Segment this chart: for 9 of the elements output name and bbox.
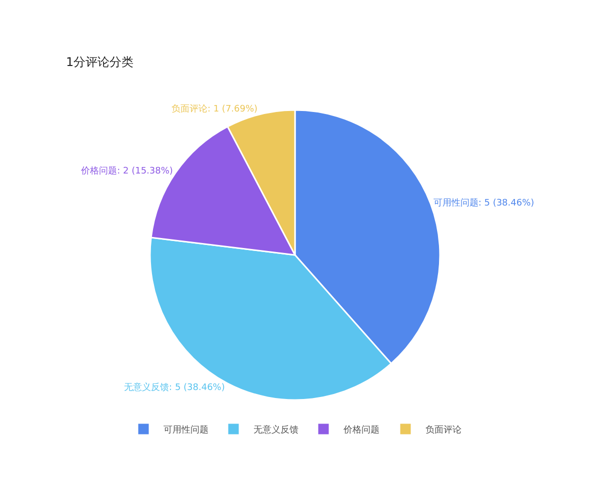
data-label: 价格问题: 2 (15.38%) — [80, 165, 173, 176]
legend-label: 价格问题 — [342, 424, 380, 436]
data-label: 无意义反馈: 5 (38.46%) — [124, 382, 225, 394]
legend-label: 无意义反馈 — [254, 424, 298, 436]
chart-title: 1分评论分类 — [66, 55, 134, 69]
data-label: 可用性问题: 5 (38.46%) — [433, 197, 534, 208]
legend-label: 负面评论 — [426, 424, 462, 436]
data-label: 负面评论: 1 (7.69%) — [171, 104, 258, 115]
legend-label: 可用性问题 — [164, 424, 208, 436]
